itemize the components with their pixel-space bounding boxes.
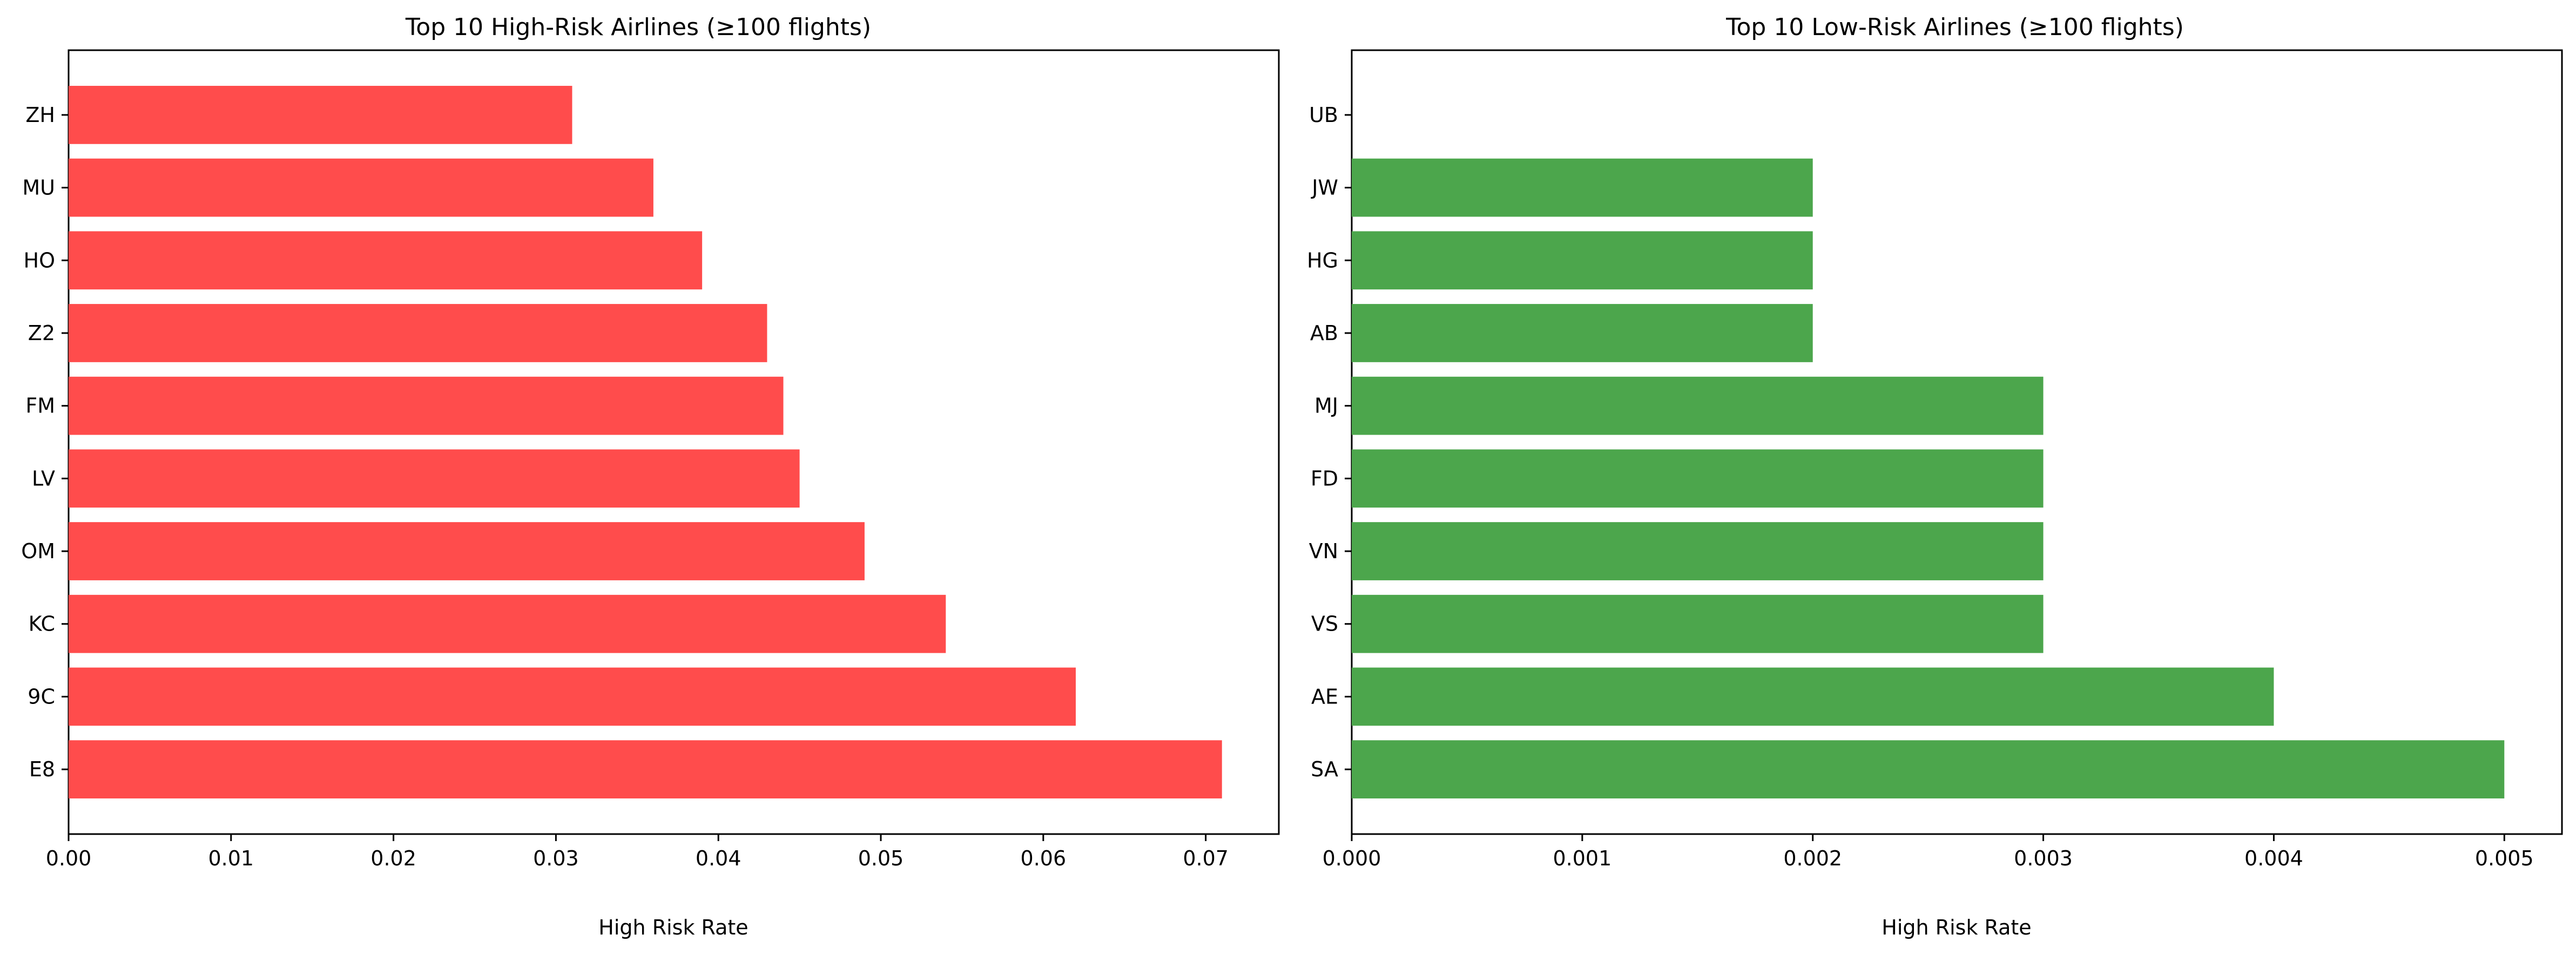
y-tick-label: OM bbox=[21, 539, 55, 563]
y-tick-label: E8 bbox=[29, 757, 55, 781]
bar-jw bbox=[1352, 158, 1813, 217]
bars bbox=[69, 86, 1222, 798]
x-axis-label: High Risk Rate bbox=[1882, 916, 2031, 939]
x-tick-label: 0.001 bbox=[1553, 846, 1611, 870]
plot-area bbox=[68, 49, 1280, 835]
bar-ho bbox=[69, 231, 703, 290]
bars bbox=[1352, 158, 2505, 798]
y-tick-label: VS bbox=[1311, 612, 1338, 636]
plot-area bbox=[1351, 49, 2563, 835]
y-tick-label: JW bbox=[1311, 176, 1338, 200]
y-tick-label: UB bbox=[1309, 103, 1338, 127]
bar-fd bbox=[1352, 449, 2044, 508]
bar-vn bbox=[1352, 522, 2044, 580]
chart-title: Top 10 Low-Risk Airlines (≥100 flights) bbox=[1725, 13, 2184, 41]
y-tick-label: AB bbox=[1310, 321, 1338, 345]
x-tick-label: 0.003 bbox=[2014, 846, 2073, 870]
y-tick-label: Z2 bbox=[28, 321, 55, 345]
chart-high-risk: Top 10 High-Risk Airlines (≥100 flights)… bbox=[21, 13, 1280, 939]
y-tick-label: HG bbox=[1307, 248, 1338, 272]
x-tick-label: 0.002 bbox=[1783, 846, 1842, 870]
x-ticks: 0.000 0.001 0.002 0.003 0.004 0.005 bbox=[1323, 834, 2534, 870]
x-tick-label: 0.05 bbox=[858, 846, 904, 870]
chart-low-risk: Top 10 Low-Risk Airlines (≥100 flights) … bbox=[1307, 13, 2563, 939]
y-tick-label: HO bbox=[24, 248, 55, 272]
bar-sa bbox=[1352, 740, 2505, 798]
x-tick-label: 0.03 bbox=[533, 846, 579, 870]
bar-e8 bbox=[69, 740, 1222, 798]
y-tick-label: 9C bbox=[28, 685, 55, 708]
bar-9c bbox=[69, 667, 1076, 726]
y-ticks: E8 9C KC OM LV FM Z2 HO MU ZH bbox=[21, 103, 69, 781]
y-ticks: SA AE VS VN FD MJ AB HG JW UB bbox=[1307, 103, 1352, 781]
bar-om bbox=[69, 522, 865, 580]
x-tick-label: 0.005 bbox=[2475, 846, 2534, 870]
y-tick-label: LV bbox=[32, 466, 55, 490]
y-tick-label: FD bbox=[1311, 466, 1338, 490]
x-ticks: 0.00 0.01 0.02 0.03 0.04 0.05 0.06 0.07 bbox=[46, 834, 1229, 870]
y-tick-label: VN bbox=[1309, 539, 1338, 563]
bar-vs bbox=[1352, 594, 2044, 653]
bar-mj bbox=[1352, 376, 2044, 435]
x-tick-label: 0.07 bbox=[1183, 846, 1229, 870]
bar-zh bbox=[69, 86, 572, 144]
chart-title: Top 10 High-Risk Airlines (≥100 flights) bbox=[405, 13, 871, 41]
x-tick-label: 0.000 bbox=[1323, 846, 1381, 870]
x-axis-label: High Risk Rate bbox=[598, 916, 748, 939]
y-tick-label: MU bbox=[22, 176, 55, 200]
x-tick-label: 0.00 bbox=[46, 846, 92, 870]
y-tick-label: SA bbox=[1311, 757, 1338, 781]
y-tick-label: AE bbox=[1311, 685, 1338, 708]
x-tick-label: 0.06 bbox=[1021, 846, 1067, 870]
y-tick-label: FM bbox=[25, 394, 55, 418]
bar-lv bbox=[69, 449, 800, 508]
bar-z2 bbox=[69, 304, 767, 362]
bar-mu bbox=[69, 158, 653, 217]
bar-ab bbox=[1352, 304, 1813, 362]
y-tick-label: ZH bbox=[25, 103, 55, 127]
x-tick-label: 0.004 bbox=[2244, 846, 2303, 870]
bar-hg bbox=[1352, 231, 1813, 290]
bar-fm bbox=[69, 376, 784, 435]
x-tick-label: 0.02 bbox=[370, 846, 416, 870]
bar-ae bbox=[1352, 667, 2274, 726]
x-tick-label: 0.01 bbox=[208, 846, 254, 870]
bar-kc bbox=[69, 594, 946, 653]
y-tick-label: MJ bbox=[1314, 394, 1338, 418]
y-tick-label: KC bbox=[29, 612, 55, 636]
x-tick-label: 0.04 bbox=[696, 846, 741, 870]
